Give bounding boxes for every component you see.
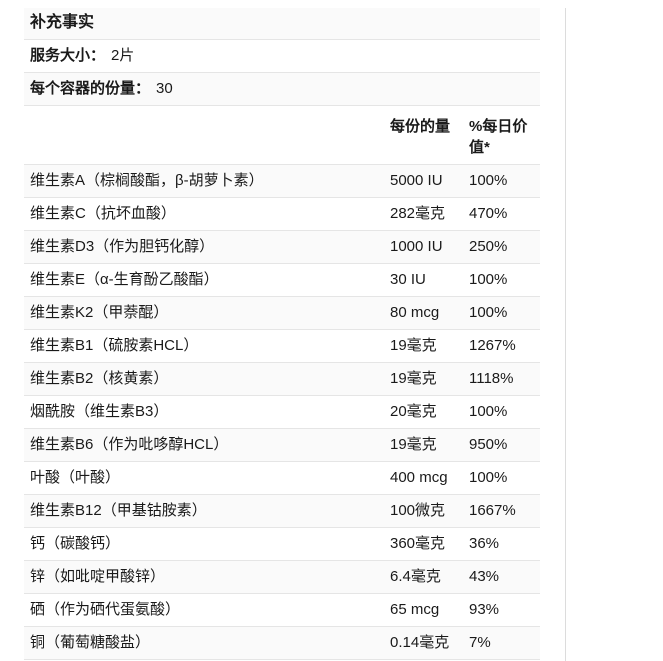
nutrient-name: 钙（碳酸钙）	[30, 535, 121, 552]
nutrient-dv: 950%	[469, 436, 508, 453]
table-title-row: 补充事实	[24, 8, 540, 40]
table-header-row: 每份的量 %每日价值*	[24, 106, 540, 165]
nutrient-amount: 80 mcg	[390, 304, 440, 321]
nutrient-dv: 1667%	[469, 502, 516, 519]
nutrient-dv: 470%	[469, 205, 508, 222]
nutrient-name: 铜（葡萄糖酸盐）	[30, 634, 151, 651]
nutrient-name: 硒（作为硒代蛋氨酸）	[30, 601, 181, 618]
nutrient-amount: 400 mcg	[390, 469, 448, 486]
nutrient-amount: 100微克	[390, 502, 446, 519]
nutrient-dv: 250%	[469, 238, 508, 255]
nutrient-amount: 19毫克	[390, 370, 437, 387]
servings-per-container-label: 每个容器的份量：	[30, 80, 151, 97]
nutrient-dv: 1267%	[469, 337, 516, 354]
nutrient-dv: 1118%	[469, 370, 514, 387]
nutrient-name: 维生素B2（核黄素）	[30, 370, 169, 387]
nutrient-amount: 360毫克	[390, 535, 446, 552]
column-header-amount: 每份的量	[390, 118, 451, 135]
nutrient-name: 维生素E（α-生育酚乙酸酯）	[30, 271, 219, 288]
nutrient-amount: 19毫克	[390, 436, 437, 453]
nutrient-name: 维生素B6（作为吡哆醇HCL）	[30, 436, 229, 453]
table-row: 硒（作为硒代蛋氨酸） 65 mcg 93%	[24, 594, 540, 627]
nutrient-amount: 6.4毫克	[390, 568, 441, 585]
nutrient-dv: 36%	[469, 535, 500, 552]
table-row: 维生素C（抗坏血酸） 282毫克 470%	[24, 198, 540, 231]
table-row: 维生素E（α-生育酚乙酸酯） 30 IU 100%	[24, 264, 540, 297]
nutrient-name: 维生素B12（甲基钴胺素）	[30, 502, 207, 519]
nutrient-dv: 100%	[469, 469, 508, 486]
nutrient-name: 烟酰胺（维生素B3）	[30, 403, 169, 420]
nutrient-dv: 7%	[469, 634, 491, 651]
nutrient-amount: 0.14毫克	[390, 634, 450, 651]
table-row: 维生素A（棕榈酸酯，β-胡萝卜素） 5000 IU 100%	[24, 165, 540, 198]
nutrient-dv: 100%	[469, 403, 508, 420]
nutrient-name: 维生素K2（甲萘醌）	[30, 304, 169, 321]
nutrient-amount: 30 IU	[390, 271, 426, 288]
serving-size-label: 服务大小：	[30, 47, 106, 64]
nutrient-name: 叶酸（叶酸）	[30, 469, 121, 486]
table-row: 维生素B6（作为吡哆醇HCL） 19毫克 950%	[24, 429, 540, 462]
nutrient-amount: 282毫克	[390, 205, 446, 222]
table-row: 铜（葡萄糖酸盐） 0.14毫克 7%	[24, 627, 540, 660]
table-row: 烟酰胺（维生素B3） 20毫克 100%	[24, 396, 540, 429]
nutrient-dv: 43%	[469, 568, 500, 585]
nutrient-name: 维生素D3（作为胆钙化醇）	[30, 238, 215, 255]
nutrient-dv: 100%	[469, 271, 508, 288]
nutrient-amount: 19毫克	[390, 337, 437, 354]
table-row: 锌（如吡啶甲酸锌） 6.4毫克 43%	[24, 561, 540, 594]
servings-per-container-value: 30	[156, 80, 173, 97]
table-row: 钙（碳酸钙） 360毫克 36%	[24, 528, 540, 561]
content-panel: 补充事实 服务大小： 2片 每个容器的份量： 30 每份的量 %每日价值* 维生…	[0, 8, 566, 661]
nutrient-dv: 100%	[469, 172, 508, 189]
table-row: 维生素B1（硫胺素HCL） 19毫克 1267%	[24, 330, 540, 363]
nutrient-amount: 65 mcg	[390, 601, 440, 618]
table-row: 维生素B12（甲基钴胺素） 100微克 1667%	[24, 495, 540, 528]
serving-size-value: 2片	[111, 47, 135, 64]
nutrient-dv: 93%	[469, 601, 500, 618]
nutrient-dv: 100%	[469, 304, 508, 321]
table-row: 维生素D3（作为胆钙化醇） 1000 IU 250%	[24, 231, 540, 264]
serving-size-row: 服务大小： 2片	[24, 40, 540, 73]
table-row: 维生素K2（甲萘醌） 80 mcg 100%	[24, 297, 540, 330]
nutrient-name: 维生素B1（硫胺素HCL）	[30, 337, 199, 354]
nutrient-name: 锌（如吡啶甲酸锌）	[30, 568, 166, 585]
supplement-facts-table: 补充事实 服务大小： 2片 每个容器的份量： 30 每份的量 %每日价值* 维生…	[24, 8, 540, 660]
table-row: 叶酸（叶酸） 400 mcg 100%	[24, 462, 540, 495]
nutrient-amount: 1000 IU	[390, 238, 443, 255]
nutrient-amount: 5000 IU	[390, 172, 443, 189]
nutrient-amount: 20毫克	[390, 403, 437, 420]
table-row: 维生素B2（核黄素） 19毫克 1118%	[24, 363, 540, 396]
column-header-daily-value: %每日价值*	[469, 118, 528, 156]
nutrient-name: 维生素C（抗坏血酸）	[30, 205, 176, 222]
nutrient-name: 维生素A（棕榈酸酯，β-胡萝卜素）	[30, 172, 264, 189]
table-title: 补充事实	[30, 14, 95, 31]
servings-per-container-row: 每个容器的份量： 30	[24, 73, 540, 106]
